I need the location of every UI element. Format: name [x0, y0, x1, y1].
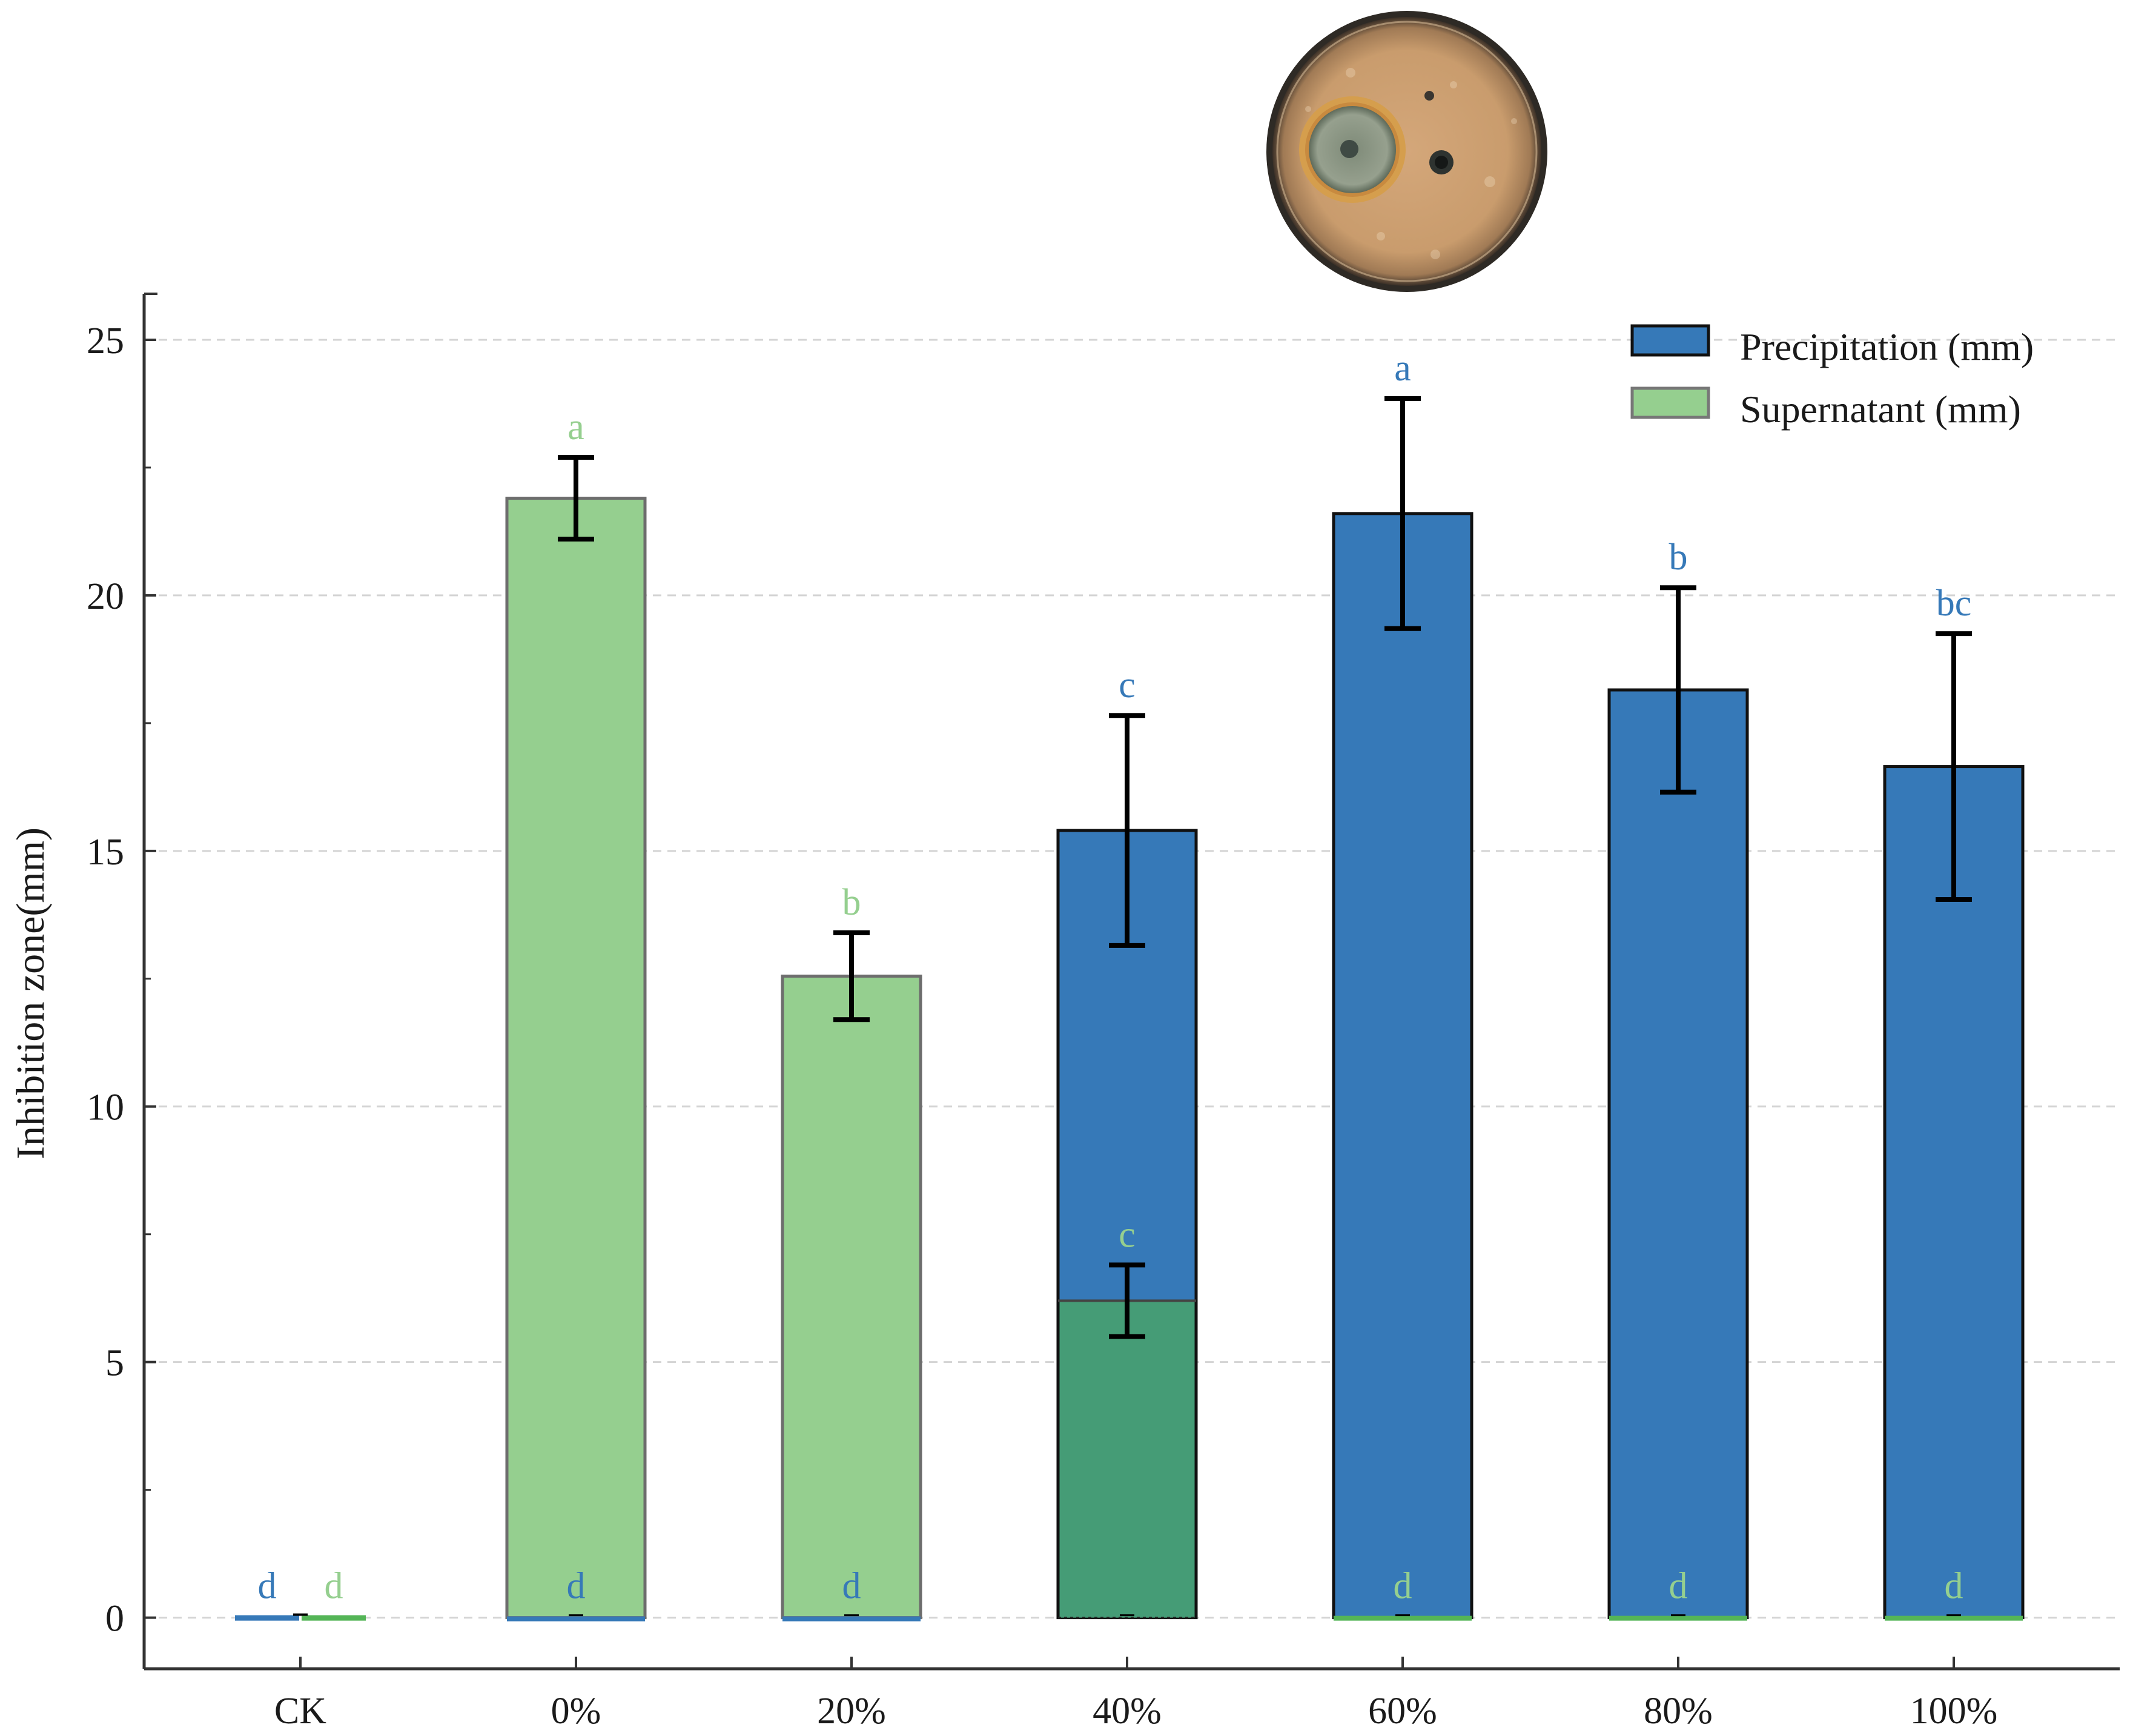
bar-precipitation — [1607, 688, 1749, 1620]
y-tick-label: 0 — [105, 1599, 124, 1640]
error-bars — [293, 396, 1972, 1617]
legend-swatch-supernatant — [1630, 386, 1710, 419]
y-axis-title: Inhibition zone(mm) — [8, 827, 53, 1159]
sig-letter-precipitation: d — [567, 1566, 586, 1607]
y-tick-label: 5 — [105, 1343, 124, 1384]
bar-precipitation — [507, 1616, 645, 1622]
legend-label-precipitation: Precipitation (mm) — [1740, 325, 2034, 368]
x-tick-label: CK — [274, 1691, 326, 1732]
bar-supernatant — [1885, 1615, 2023, 1621]
y-tick-label: 15 — [87, 832, 124, 873]
bar-supernatant — [505, 497, 647, 1620]
sig-letter-precipitation: b — [1669, 537, 1688, 578]
gridlines — [144, 339, 2120, 1619]
sig-letter-precipitation: a — [1394, 348, 1411, 389]
sig-letter-supernatant: d — [325, 1566, 343, 1607]
x-tick-label: 0% — [551, 1691, 601, 1732]
y-tick-label: 10 — [87, 1087, 124, 1128]
y-tick-label: 25 — [87, 320, 124, 362]
sig-letter-precipitation: d — [258, 1566, 277, 1607]
bar-supernatant — [781, 975, 922, 1620]
sig-letter-supernatant: b — [842, 882, 861, 923]
sig-letter-supernatant: c — [1119, 1214, 1136, 1255]
x-tick-label: 60% — [1368, 1691, 1437, 1732]
axes: 0 5 10 15 20 25 CK 0% 20% 40% 60% 80% 100% — [87, 293, 2120, 1732]
x-tick-label: 20% — [817, 1691, 886, 1732]
sig-letter-supernatant: d — [1669, 1566, 1688, 1607]
bar-precipitation — [1883, 765, 2025, 1620]
x-tick-label: 100% — [1910, 1691, 1998, 1732]
bar-precipitation — [782, 1616, 921, 1622]
bar-supernatant — [1334, 1615, 1472, 1621]
sig-letter-precipitation: c — [1119, 664, 1136, 706]
legend-swatch-precipitation — [1630, 324, 1710, 357]
bar-supernatant — [1059, 1300, 1195, 1618]
sig-letter-precipitation: bc — [1936, 583, 1972, 624]
legend-label-supernatant: Supernatant (mm) — [1740, 388, 2021, 431]
x-tick-label: 40% — [1093, 1691, 1162, 1732]
x-tick-label: 80% — [1644, 1691, 1713, 1732]
legend: Precipitation (mm) Supernatant (mm) — [1630, 324, 2034, 431]
bar-supernatant — [302, 1615, 366, 1621]
bar-series — [235, 497, 2025, 1622]
petri-dish-image — [1266, 11, 1547, 292]
sig-letter-supernatant: a — [567, 406, 584, 448]
sig-letter-supernatant: d — [1394, 1566, 1412, 1607]
bar-supernatant — [1609, 1615, 1747, 1621]
sig-letter-precipitation: d — [842, 1566, 861, 1607]
bar-precipitation — [1332, 512, 1473, 1620]
y-tick-label: 20 — [87, 576, 124, 617]
bar-precipitation — [235, 1615, 299, 1621]
sig-letter-supernatant: d — [1945, 1566, 1963, 1607]
